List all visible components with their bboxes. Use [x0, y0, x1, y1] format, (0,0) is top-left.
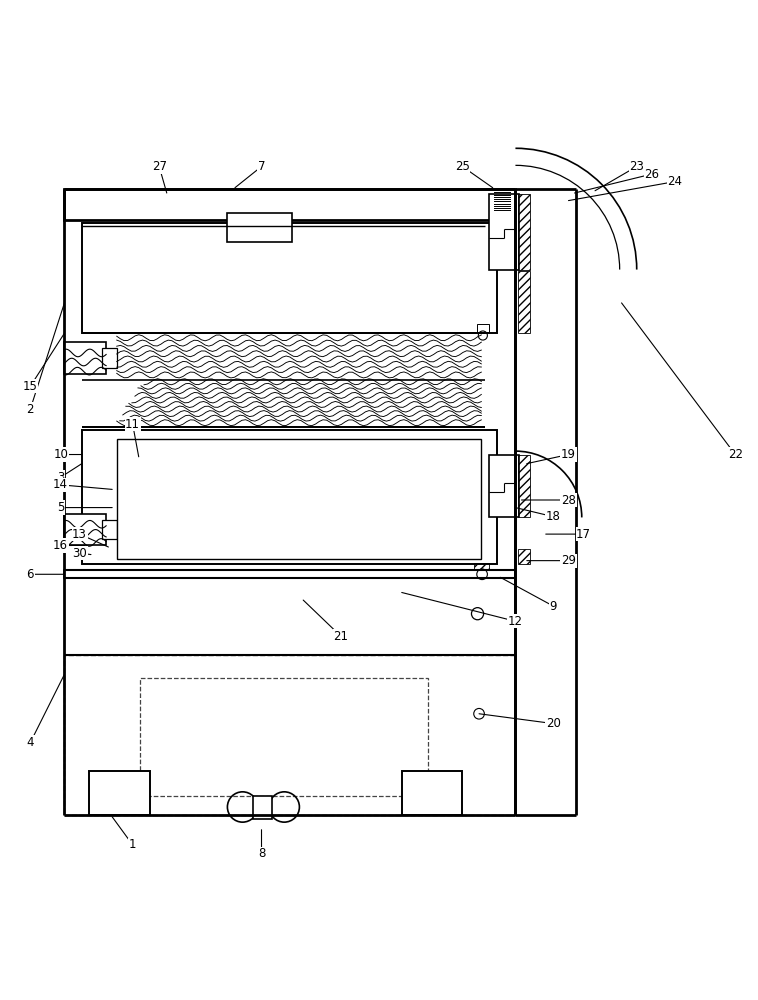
Text: 9: 9	[550, 600, 557, 613]
Bar	[64, 189, 515, 220]
Text: 18: 18	[546, 510, 561, 523]
Bar	[402, 771, 462, 815]
Text: 2: 2	[27, 403, 34, 416]
Text: 30: 30	[72, 547, 87, 560]
Text: 16: 16	[53, 539, 68, 552]
Text: 8: 8	[258, 847, 265, 860]
Text: 19: 19	[561, 448, 576, 461]
Text: 4: 4	[27, 736, 34, 749]
Text: 20: 20	[546, 717, 561, 730]
Text: 27: 27	[152, 160, 167, 173]
Bar	[227, 213, 292, 242]
Text: 11: 11	[125, 418, 140, 431]
Bar	[489, 455, 519, 517]
Bar	[140, 678, 428, 796]
Bar	[489, 194, 519, 270]
Bar	[82, 223, 497, 333]
Text: 12: 12	[508, 615, 523, 628]
Text: 1: 1	[129, 838, 136, 851]
Text: 10: 10	[53, 448, 68, 461]
Text: 17: 17	[576, 528, 591, 541]
Text: 5: 5	[57, 501, 64, 514]
Text: 29: 29	[561, 554, 576, 567]
Bar	[64, 342, 106, 374]
Bar	[64, 514, 106, 545]
Text: 14: 14	[53, 478, 68, 491]
Bar	[518, 271, 530, 333]
Text: 28: 28	[561, 493, 576, 506]
Bar	[82, 430, 497, 564]
Bar	[253, 796, 272, 819]
Text: 15: 15	[23, 380, 38, 393]
Bar	[64, 655, 515, 815]
Bar	[474, 563, 489, 570]
Text: 25: 25	[455, 160, 470, 173]
Bar	[64, 570, 515, 578]
Text: 7: 7	[258, 160, 265, 173]
Text: 26: 26	[644, 168, 659, 181]
Text: 24: 24	[667, 175, 682, 188]
Text: 23: 23	[629, 160, 644, 173]
Text: 22: 22	[728, 448, 743, 461]
Bar	[477, 324, 489, 332]
Text: 3: 3	[57, 471, 64, 484]
Bar	[518, 549, 530, 564]
Text: 13: 13	[72, 528, 87, 541]
Bar	[102, 348, 117, 368]
Bar	[102, 520, 117, 539]
Bar	[89, 771, 150, 815]
Bar	[117, 439, 481, 559]
Bar	[518, 455, 530, 517]
Text: 6: 6	[27, 568, 34, 581]
Bar	[518, 194, 530, 270]
Text: 21: 21	[334, 630, 349, 643]
